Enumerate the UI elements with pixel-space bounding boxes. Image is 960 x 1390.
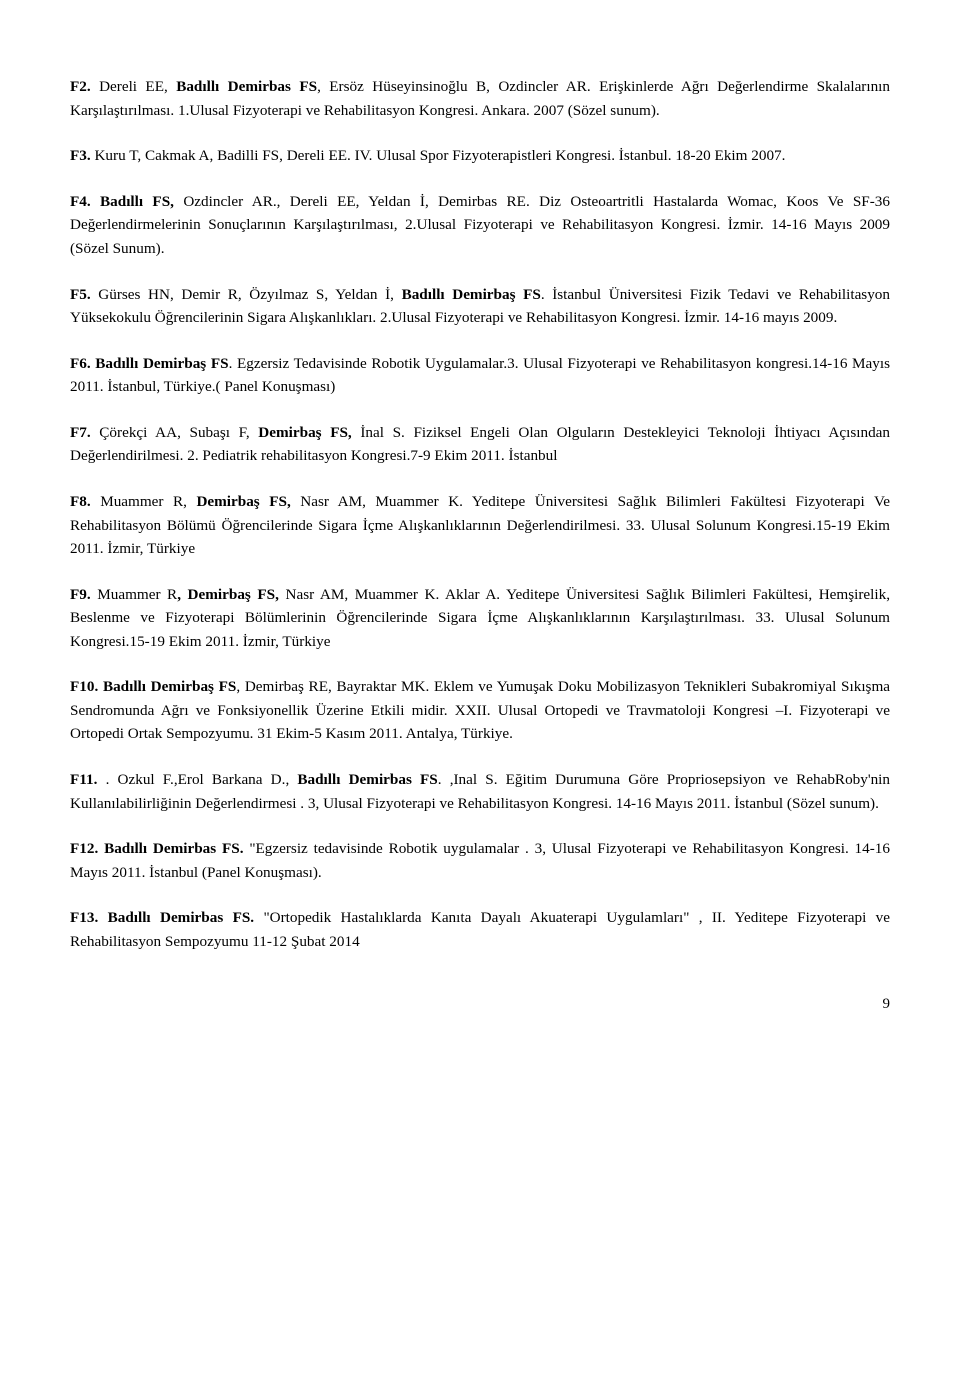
text-run: Çörekçi AA, Subaşı F, bbox=[99, 424, 258, 441]
reference-entry: F5. Gürses HN, Demir R, Özyılmaz S, Yeld… bbox=[70, 283, 890, 330]
text-run: Badıllı Demirbaş FS bbox=[402, 286, 541, 303]
text-run: , Demirbaş FS, bbox=[177, 586, 285, 603]
text-run: F12. Badıllı Demirbas FS. bbox=[70, 840, 249, 857]
text-run: Dereli EE, bbox=[99, 78, 176, 95]
text-run: Badıllı Demirbas FS bbox=[176, 78, 317, 95]
reference-entry: F6. Badıllı Demirbaş FS. Egzersiz Tedavi… bbox=[70, 352, 890, 399]
text-run: Demirbaş FS, bbox=[258, 424, 360, 441]
reference-entry: F13. Badıllı Demirbas FS. "Ortopedik Has… bbox=[70, 906, 890, 953]
text-run: F6. Badıllı Demirbaş FS bbox=[70, 355, 229, 372]
text-run: F5. bbox=[70, 286, 98, 303]
text-run: F10. Badıllı Demirbaş FS bbox=[70, 678, 236, 695]
text-run: Kuru T, Cakmak A, Badilli FS, Dereli EE.… bbox=[94, 147, 785, 164]
text-run: Muammer R bbox=[97, 586, 177, 603]
text-run: F9. bbox=[70, 586, 97, 603]
text-run: F7. bbox=[70, 424, 99, 441]
text-run: Gürses HN, Demir R, Özyılmaz S, Yeldan İ… bbox=[98, 286, 401, 303]
text-run: F3. bbox=[70, 147, 94, 164]
text-run: Muammer R, bbox=[100, 493, 196, 510]
document-body: F2. Dereli EE, Badıllı Demirbas FS, Ersö… bbox=[70, 75, 890, 953]
reference-entry: F9. Muammer R, Demirbaş FS, Nasr AM, Mua… bbox=[70, 583, 890, 654]
reference-entry: F11. . Ozkul F.,Erol Barkana D., Badıllı… bbox=[70, 768, 890, 815]
reference-entry: F2. Dereli EE, Badıllı Demirbas FS, Ersö… bbox=[70, 75, 890, 122]
page-number: 9 bbox=[70, 993, 890, 1016]
text-run: F8. bbox=[70, 493, 100, 510]
text-run: Ozdincler AR., Dereli EE, Yeldan İ, Demi… bbox=[70, 193, 890, 257]
reference-entry: F8. Muammer R, Demirbaş FS, Nasr AM, Mua… bbox=[70, 490, 890, 561]
reference-entry: F3. Kuru T, Cakmak A, Badilli FS, Dereli… bbox=[70, 144, 890, 168]
reference-entry: F12. Badıllı Demirbas FS. "Egzersiz teda… bbox=[70, 837, 890, 884]
text-run: F2. bbox=[70, 78, 99, 95]
text-run: Demirbaş FS, bbox=[196, 493, 300, 510]
reference-entry: F4. Badıllı FS, Ozdincler AR., Dereli EE… bbox=[70, 190, 890, 261]
text-run: F13. Badıllı Demirbas FS. bbox=[70, 909, 263, 926]
text-run: Badıllı Demirbas FS bbox=[297, 771, 437, 788]
text-run: F4. Badıllı FS, bbox=[70, 193, 183, 210]
text-run: . Ozkul F.,Erol Barkana D., bbox=[106, 771, 298, 788]
reference-entry: F7. Çörekçi AA, Subaşı F, Demirbaş FS, İ… bbox=[70, 421, 890, 468]
text-run: F11. bbox=[70, 771, 106, 788]
reference-entry: F10. Badıllı Demirbaş FS, Demirbaş RE, B… bbox=[70, 675, 890, 746]
